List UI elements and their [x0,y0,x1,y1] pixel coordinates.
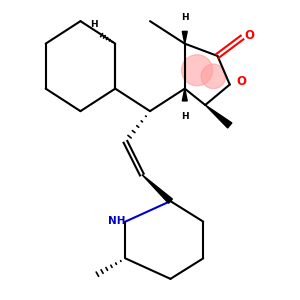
Text: O: O [244,29,254,42]
Text: H: H [181,112,189,121]
Circle shape [201,64,226,88]
Text: O: O [236,75,246,88]
Text: NH: NH [108,216,125,226]
Polygon shape [142,175,172,203]
Polygon shape [182,88,187,101]
Polygon shape [182,32,187,44]
Text: H: H [181,13,189,22]
Circle shape [182,55,213,86]
Polygon shape [205,105,232,128]
Text: H: H [90,20,98,29]
